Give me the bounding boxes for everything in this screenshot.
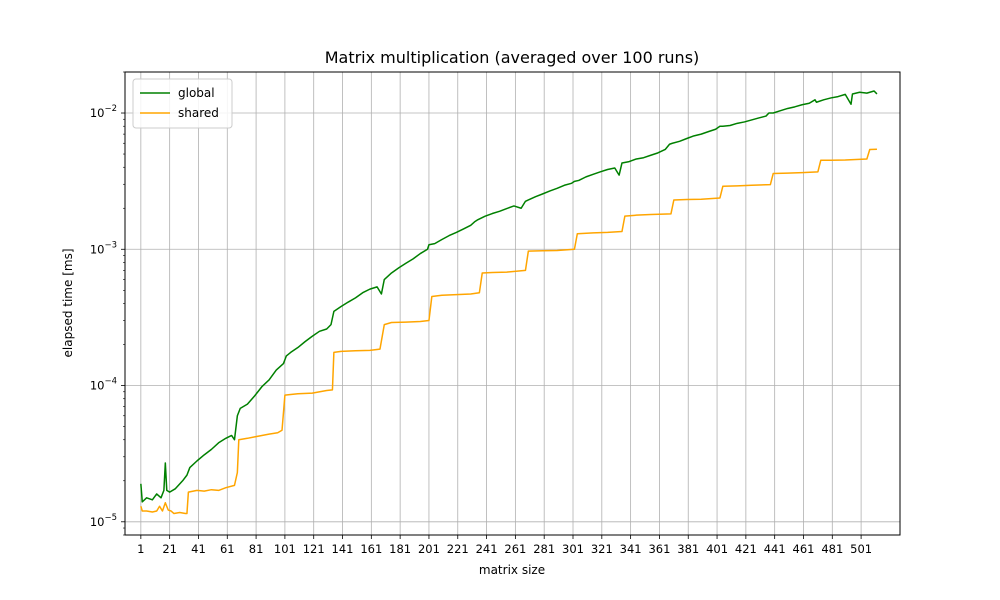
x-tick-label: 141 xyxy=(332,542,354,556)
x-tick-label: 301 xyxy=(562,542,584,556)
x-tick-label: 381 xyxy=(677,542,699,556)
y-tick-base: 10 xyxy=(90,242,105,256)
plot-series xyxy=(140,90,878,515)
legend-label-shared: shared xyxy=(178,106,219,120)
y-tick-base: 10 xyxy=(90,379,105,393)
y-tick-label: 10−4 xyxy=(90,377,117,393)
x-tick-label: 221 xyxy=(447,542,469,556)
x-tick-label: 1 xyxy=(137,542,144,556)
x-axis-ticks: 1 21 41 61 81 101 121 141 161 181 201 221 241 261 281 3… xyxy=(137,535,872,556)
x-tick-label: 101 xyxy=(274,542,296,556)
x-tick-label: 61 xyxy=(220,542,235,556)
series-line-global xyxy=(140,90,878,503)
legend-box xyxy=(132,78,233,129)
x-tick-label: 421 xyxy=(735,542,757,556)
y-tick-exponent: −4 xyxy=(104,377,117,387)
x-tick-label: 361 xyxy=(648,542,670,556)
legend-label-global: global xyxy=(178,86,215,100)
x-tick-label: 81 xyxy=(249,542,264,556)
y-axis-label: elapsed time [ms] xyxy=(61,249,75,358)
chart-title: Matrix multiplication (averaged over 100… xyxy=(325,48,700,67)
x-tick-label: 181 xyxy=(389,542,411,556)
x-tick-label: 321 xyxy=(591,542,613,556)
x-tick-label: 41 xyxy=(191,542,206,556)
x-tick-label: 341 xyxy=(620,542,642,556)
grid-lines xyxy=(125,72,900,535)
x-tick-label: 161 xyxy=(360,542,382,556)
y-tick-label: 10−3 xyxy=(90,240,117,256)
series-line-shared xyxy=(140,148,877,515)
x-tick-label: 481 xyxy=(821,542,843,556)
y-tick-label: 10−2 xyxy=(90,104,117,120)
x-tick-label: 261 xyxy=(504,542,526,556)
x-tick-label: 441 xyxy=(764,542,786,556)
x-tick-label: 241 xyxy=(476,542,498,556)
y-tick-label: 10−5 xyxy=(90,513,117,529)
y-tick-exponent: −5 xyxy=(104,513,117,523)
x-tick-label: 201 xyxy=(418,542,440,556)
x-tick-label: 401 xyxy=(706,542,728,556)
x-axis-label: matrix size xyxy=(479,563,545,577)
y-tick-base: 10 xyxy=(90,515,105,529)
x-tick-label: 501 xyxy=(850,542,872,556)
y-tick-exponent: −2 xyxy=(104,104,117,114)
x-tick-label: 281 xyxy=(533,542,555,556)
y-tick-base: 10 xyxy=(90,106,105,120)
x-tick-label: 21 xyxy=(162,542,177,556)
y-axis-ticks: 10−510−410−310−2 xyxy=(90,71,125,536)
x-tick-label: 461 xyxy=(793,542,815,556)
y-tick-exponent: −3 xyxy=(104,240,117,250)
legend: global shared xyxy=(132,78,233,129)
x-tick-label: 121 xyxy=(303,542,325,556)
